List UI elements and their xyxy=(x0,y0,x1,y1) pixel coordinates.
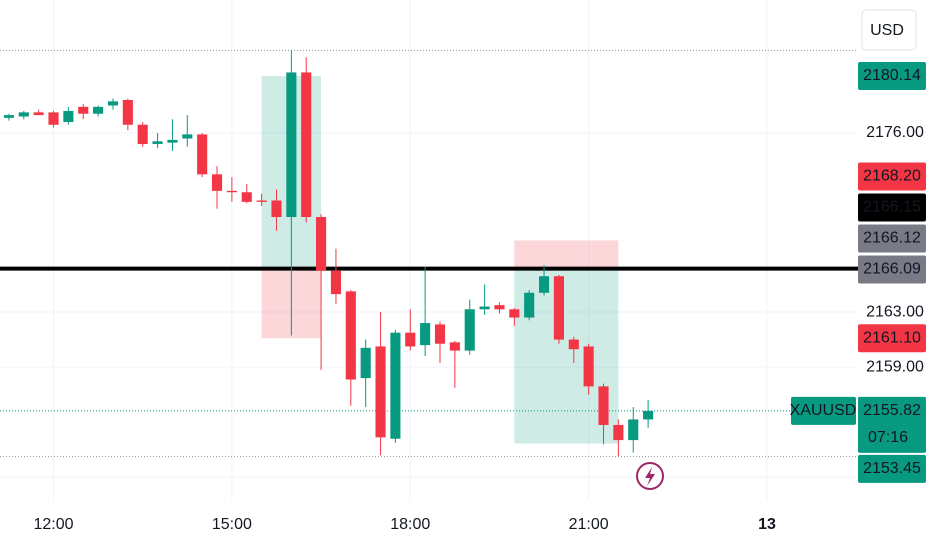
candle-body xyxy=(271,200,282,218)
candle-body xyxy=(286,72,297,218)
symbol-label: XAUUSD xyxy=(790,402,857,419)
price-tag xyxy=(858,324,926,353)
plot-area xyxy=(0,49,858,458)
candle-body xyxy=(152,141,163,145)
candle-body xyxy=(3,115,14,118)
price-scale-labels: 2176.002163.002159.002151.002166.092166.… xyxy=(858,62,926,486)
candle-body xyxy=(613,424,624,441)
candle-body xyxy=(316,217,327,271)
candle-body xyxy=(494,305,505,310)
price-tag-label: 2166.12 xyxy=(863,230,921,247)
candle-body xyxy=(301,72,312,218)
x-tick-label: 15:00 xyxy=(212,516,252,533)
y-tick-label: 2163.00 xyxy=(866,303,924,320)
candle-body xyxy=(360,347,371,379)
candle-body xyxy=(345,291,356,380)
candle-body xyxy=(464,309,475,351)
candle-body xyxy=(18,112,29,117)
price-tag-label: 2180.14 xyxy=(863,67,921,84)
candle-body xyxy=(330,270,341,295)
candle-body xyxy=(93,106,104,114)
y-tick-label: 2159.00 xyxy=(866,358,924,375)
candle-body xyxy=(375,346,386,438)
candle-body xyxy=(568,339,579,350)
candle-body xyxy=(226,190,237,193)
y-tick-label: 2176.00 xyxy=(866,124,924,141)
price-tag-label: 2161.10 xyxy=(863,329,921,346)
grid xyxy=(0,0,858,500)
price-tag xyxy=(858,396,926,453)
symbol-tag xyxy=(791,396,856,425)
price-tag-label: 2166.09 xyxy=(863,261,921,278)
price-tag xyxy=(858,193,926,222)
price-tag-label: 2168.20 xyxy=(863,168,921,185)
candle-body xyxy=(211,174,223,191)
price-tag xyxy=(858,255,926,284)
price-tag xyxy=(858,62,926,91)
candle-body xyxy=(479,306,490,310)
price-tag-label: 2166.15 xyxy=(863,199,921,216)
candle-body xyxy=(107,101,119,106)
candle-body xyxy=(167,139,178,143)
price-tag xyxy=(858,454,926,483)
candle-body xyxy=(553,276,564,340)
candle-body xyxy=(628,419,639,441)
x-tick-label: 21:00 xyxy=(569,516,609,533)
candle-body xyxy=(390,332,401,439)
candle-body xyxy=(137,124,148,145)
candle-body xyxy=(405,332,416,347)
price-tag xyxy=(858,224,926,253)
candle-body xyxy=(78,106,89,114)
candle-body xyxy=(182,134,193,139)
candle-body xyxy=(256,200,267,202)
candle-body xyxy=(63,110,74,123)
countdown: 07:16 xyxy=(868,429,908,446)
x-tick-label: 12:00 xyxy=(33,516,73,533)
candle-body xyxy=(420,323,431,346)
signal-icon[interactable] xyxy=(636,462,664,490)
price-tag xyxy=(858,162,926,191)
currency-button[interactable] xyxy=(861,9,917,51)
candle-body xyxy=(241,192,252,202)
candle-body xyxy=(48,112,59,125)
candle-body xyxy=(509,309,520,318)
candle-body xyxy=(122,99,133,125)
candle-body xyxy=(449,342,460,351)
candle-body xyxy=(598,386,609,425)
price-tag-label: 2153.45 xyxy=(863,460,921,477)
candle-body xyxy=(643,410,654,420)
candle-body xyxy=(33,112,44,116)
icon-bolt[interactable] xyxy=(645,467,655,486)
candle-body xyxy=(434,324,446,344)
candle-body xyxy=(583,346,594,387)
currency[interactable]: USD xyxy=(870,22,904,39)
candle-body xyxy=(539,276,550,293)
x-tick-label: 13 xyxy=(758,516,776,533)
x-tick-label: 18:00 xyxy=(390,516,430,533)
price-tag-label: 2155.82 xyxy=(863,402,921,419)
candle-body xyxy=(197,134,208,175)
candle-body xyxy=(524,292,535,318)
loss-zone xyxy=(514,240,619,270)
